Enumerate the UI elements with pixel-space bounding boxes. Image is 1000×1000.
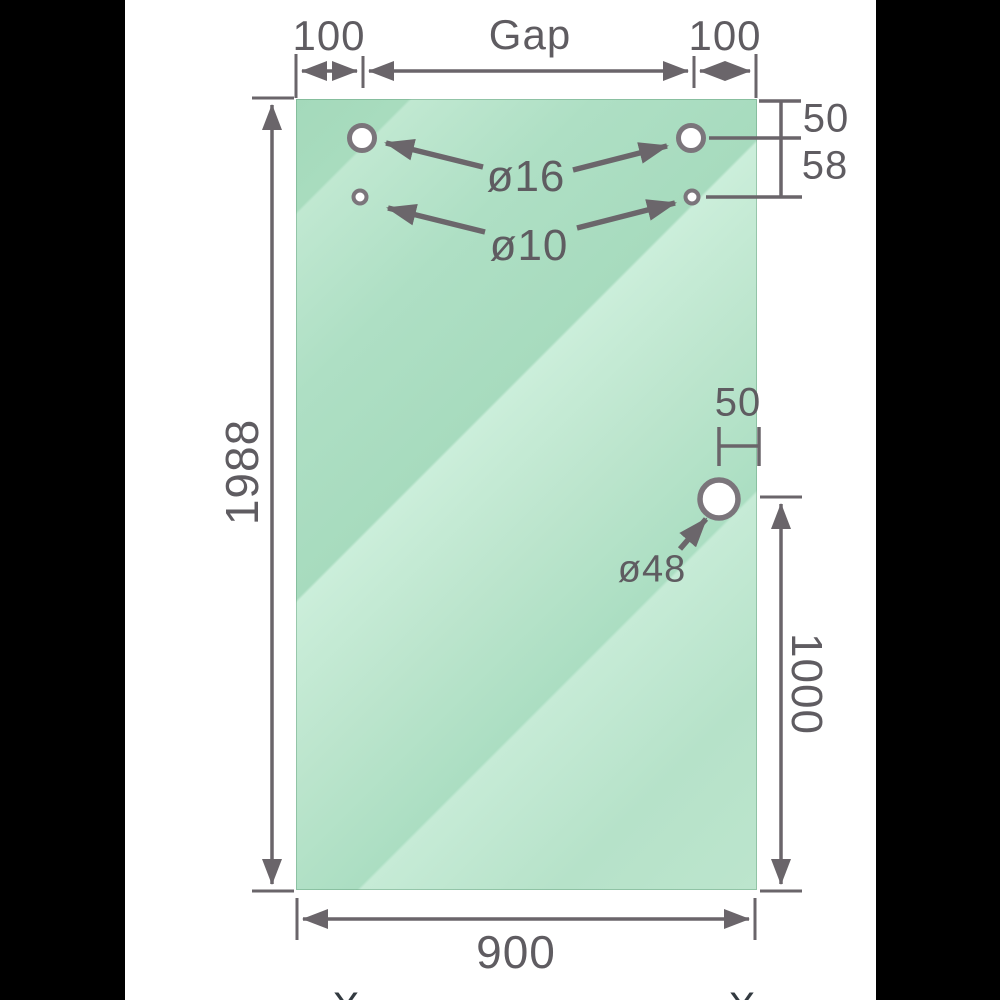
cropped-glyph-right: X [712,990,772,1000]
hole-label-d48: ø48 [617,548,687,591]
hole-label-d16: ø16 [486,152,566,201]
dim-label-gap: Gap [488,11,572,58]
left-black-bar [0,0,125,1000]
cropped-glyph-left-char: X [316,990,376,1000]
cropped-glyph-right-char: X [712,990,772,1000]
dim-label-handle-50: 50 [714,380,762,425]
glass-panel [296,99,757,890]
dim-label-hole-58: 58 [801,143,849,188]
dim-label-panel-width: 900 [476,926,556,978]
dim-label-top-right-100: 100 [688,12,762,59]
dim-label-hole-top-50: 50 [802,96,850,141]
cropped-glyph-left: X [316,990,376,1000]
dim-label-handle-1000: 1000 [782,633,831,735]
right-black-bar [876,0,1000,1000]
dim-label-top-left-100: 100 [292,12,366,59]
dim-label-panel-height: 1988 [216,418,268,526]
hole-label-d10: ø10 [489,221,569,270]
